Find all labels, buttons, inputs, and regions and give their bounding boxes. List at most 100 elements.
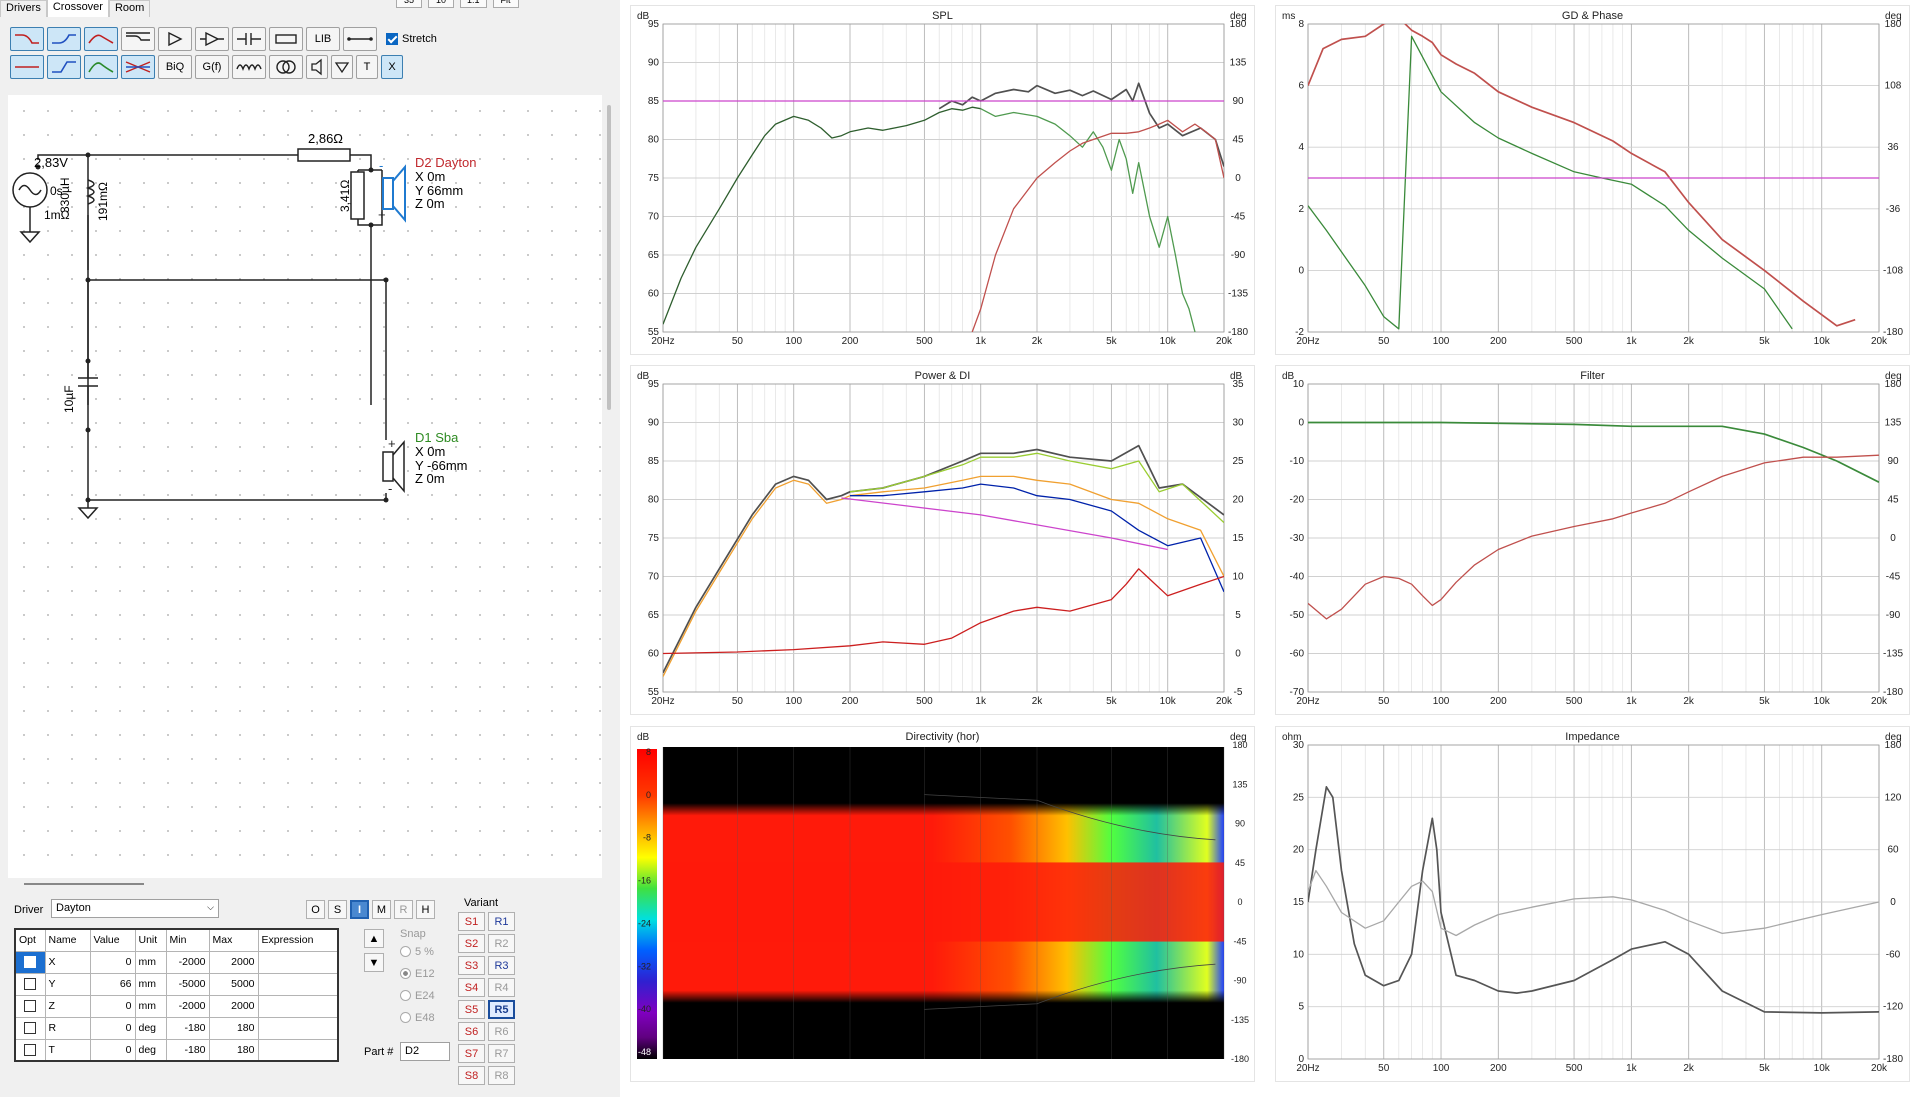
variant-r2-button[interactable]: R2 bbox=[488, 934, 515, 953]
panel-splitter[interactable] bbox=[24, 883, 144, 885]
variant-r5-button[interactable]: R5 bbox=[488, 1000, 515, 1019]
stretch-checkbox[interactable] bbox=[386, 33, 398, 45]
speaker-button[interactable] bbox=[306, 55, 328, 79]
opt-checkbox-x[interactable] bbox=[14, 950, 46, 974]
driver-select[interactable]: Dayton ⌵ bbox=[51, 899, 219, 918]
table-row[interactable]: Z 0 mm -2000 2000 bbox=[14, 994, 339, 1018]
mode-s-button[interactable]: S bbox=[328, 900, 347, 919]
variant-s6-button[interactable]: S6 bbox=[458, 1022, 485, 1041]
param-value[interactable]: 0 bbox=[89, 1038, 136, 1062]
gd-phase-graph[interactable]: GD & Phase ms deg 20Hz 50 100 200 500 1k 2k 5k 10k 2… bbox=[1275, 5, 1910, 355]
param-min[interactable]: -2000 bbox=[165, 994, 210, 1018]
variant-s8-button[interactable]: S8 bbox=[458, 1066, 485, 1085]
transfer-function-button[interactable]: G(f) bbox=[195, 55, 229, 79]
tab-drivers[interactable]: Drivers bbox=[0, 0, 47, 17]
inductor-symbol[interactable] bbox=[85, 179, 95, 205]
ground-button[interactable] bbox=[331, 55, 353, 79]
snap-5pct-radio[interactable]: 5 % bbox=[400, 946, 434, 958]
capacitor-button[interactable] bbox=[232, 27, 266, 51]
series-resistor-symbol[interactable] bbox=[297, 148, 351, 162]
param-expression[interactable] bbox=[257, 1038, 339, 1062]
library-button[interactable]: LIB bbox=[306, 27, 340, 51]
param-value[interactable]: 0 bbox=[89, 1016, 136, 1040]
param-min[interactable]: -180 bbox=[165, 1016, 210, 1040]
bandpass-1-button[interactable] bbox=[84, 27, 118, 51]
zoom-fit-button[interactable]: Fit bbox=[492, 0, 519, 8]
variant-s7-button[interactable]: S7 bbox=[458, 1044, 485, 1063]
param-min[interactable]: -2000 bbox=[165, 950, 210, 974]
opt-checkbox-t[interactable] bbox=[14, 1038, 46, 1062]
param-min[interactable]: -5000 bbox=[165, 972, 210, 996]
table-row[interactable]: Y 66 mm -5000 5000 bbox=[14, 972, 339, 996]
zoom-1to1-button[interactable]: 1:1 bbox=[460, 0, 487, 8]
variant-r4-button[interactable]: R4 bbox=[488, 978, 515, 997]
text-button[interactable]: T bbox=[356, 55, 378, 79]
variant-s5-button[interactable]: S5 bbox=[458, 1000, 485, 1019]
param-expression[interactable] bbox=[257, 1016, 339, 1040]
lowpass-2-button[interactable] bbox=[47, 55, 81, 79]
biquad-button[interactable]: BiQ bbox=[158, 55, 192, 79]
lowpass-1-button[interactable] bbox=[47, 27, 81, 51]
buffer-button[interactable] bbox=[158, 27, 192, 51]
param-expression[interactable] bbox=[257, 972, 339, 996]
filter-graph[interactable]: Filter dB deg 20Hz 50 100 200 500 1k 2k 5k 10k 20k -7… bbox=[1275, 365, 1910, 715]
mode-m-button[interactable]: M bbox=[372, 900, 391, 919]
row-up-button[interactable]: ▲ bbox=[364, 929, 384, 948]
impedance-graph[interactable]: Impedance ohm deg 20Hz 50 100 200 500 1k 2k 5k 10k 2… bbox=[1275, 726, 1910, 1082]
variant-r3-button[interactable]: R3 bbox=[488, 956, 515, 975]
variant-r7-button[interactable]: R7 bbox=[488, 1044, 515, 1063]
delete-button[interactable]: X bbox=[381, 55, 403, 79]
variant-r8-button[interactable]: R8 bbox=[488, 1066, 515, 1085]
snap-e24-radio[interactable]: E24 bbox=[400, 990, 435, 1002]
param-max[interactable]: 5000 bbox=[208, 972, 259, 996]
row-down-button[interactable]: ▼ bbox=[364, 953, 384, 972]
mode-o-button[interactable]: O bbox=[306, 900, 325, 919]
inductor-button[interactable] bbox=[232, 55, 266, 79]
table-row[interactable]: T 0 deg -180 180 bbox=[14, 1038, 339, 1062]
param-expression[interactable] bbox=[257, 950, 339, 974]
param-value[interactable]: 0 bbox=[89, 994, 136, 1018]
directivity-graph[interactable]: Directivity (hor) dB deg 8 0 -8 -16 -24 -32 -40 -4… bbox=[630, 726, 1255, 1082]
variant-r6-button[interactable]: R6 bbox=[488, 1022, 515, 1041]
variant-s4-button[interactable]: S4 bbox=[458, 978, 485, 997]
driver-d2-symbol[interactable] bbox=[382, 164, 406, 223]
param-max[interactable]: 180 bbox=[208, 1016, 259, 1040]
power-di-graph[interactable]: Power & DI dB dB 20Hz 50 100 200 500 1k 2k 5k 10k 20… bbox=[630, 365, 1255, 715]
wire-button[interactable] bbox=[343, 27, 377, 51]
spl-graph[interactable]: SPL dB deg 20Hz 50 100 200 500 1k 2k 5k 10k 20k 55 60 6… bbox=[630, 5, 1255, 355]
param-max[interactable]: 180 bbox=[208, 1038, 259, 1062]
tab-room[interactable]: Room bbox=[108, 0, 151, 17]
param-value[interactable]: 0 bbox=[89, 950, 136, 974]
variant-s1-button[interactable]: S1 bbox=[458, 912, 485, 931]
part-number-field[interactable]: D2 bbox=[400, 1042, 450, 1061]
table-row[interactable]: R 0 deg -180 180 bbox=[14, 1016, 339, 1040]
param-value[interactable]: 66 bbox=[89, 972, 136, 996]
schematic-canvas[interactable]: - + + - 2,83V 0s 1mΩ 330µH 191mΩ 2,86Ω 3… bbox=[8, 95, 602, 878]
highpass-2-button[interactable] bbox=[10, 55, 44, 79]
zoom-35-button[interactable]: 35 bbox=[396, 0, 422, 8]
opt-checkbox-r[interactable] bbox=[14, 1016, 46, 1040]
allpass-button[interactable] bbox=[121, 55, 155, 79]
transformer-button[interactable] bbox=[269, 55, 303, 79]
opt-checkbox-z[interactable] bbox=[14, 994, 46, 1018]
snap-e12-radio[interactable]: E12 bbox=[400, 968, 435, 980]
resistor-button[interactable] bbox=[269, 27, 303, 51]
table-row[interactable]: X 0 mm -2000 2000 bbox=[14, 950, 339, 974]
highpass-1-button[interactable] bbox=[10, 27, 44, 51]
bandpass-2-button[interactable] bbox=[84, 55, 118, 79]
zoom-10-button[interactable]: 10 bbox=[428, 0, 454, 8]
mode-i-button[interactable]: I bbox=[350, 900, 369, 919]
snap-e48-radio[interactable]: E48 bbox=[400, 1012, 435, 1024]
param-max[interactable]: 2000 bbox=[208, 994, 259, 1018]
variant-r1-button[interactable]: R1 bbox=[488, 912, 515, 931]
driver-d1-symbol[interactable] bbox=[382, 439, 405, 494]
param-expression[interactable] bbox=[257, 994, 339, 1018]
variant-s3-button[interactable]: S3 bbox=[458, 956, 485, 975]
mode-h-button[interactable]: H bbox=[416, 900, 435, 919]
schematic-scrollbar[interactable] bbox=[607, 105, 611, 410]
shelf-1-button[interactable] bbox=[121, 27, 155, 51]
stretch-toggle[interactable]: Stretch bbox=[386, 27, 437, 51]
shunt-resistor-symbol[interactable] bbox=[350, 171, 365, 220]
param-min[interactable]: -180 bbox=[165, 1038, 210, 1062]
variant-s2-button[interactable]: S2 bbox=[458, 934, 485, 953]
